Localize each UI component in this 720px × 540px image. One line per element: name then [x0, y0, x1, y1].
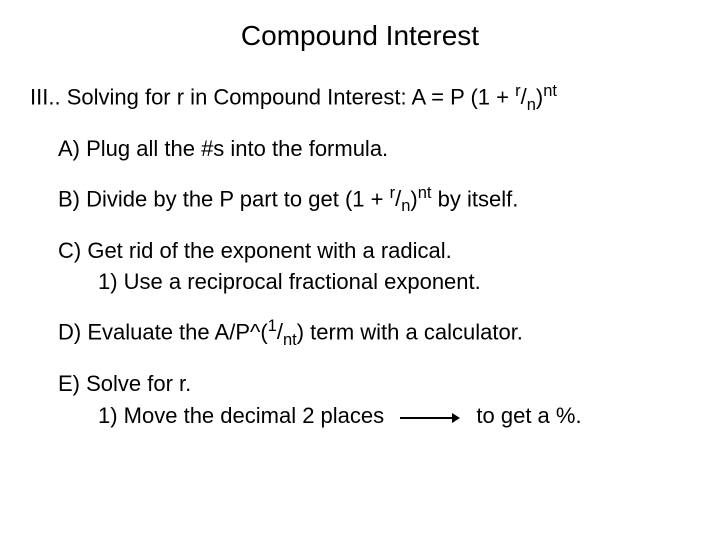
arrow-icon	[400, 402, 460, 432]
step-e1-prefix: 1) Move the decimal 2 places	[98, 403, 384, 428]
slide-content: Compound Interest III.. Solving for r in…	[0, 0, 720, 540]
step-d-prefix: D) Evaluate the A/P^(	[58, 319, 268, 344]
step-e1-suffix: to get a %.	[476, 403, 581, 428]
step-e1: 1) Move the decimal 2 places to get a %.	[30, 401, 690, 432]
step-d-suffix: ) term with a calculator.	[297, 319, 523, 344]
formula-r: r	[515, 82, 521, 100]
step-b-r: r	[390, 184, 396, 202]
formula-fraction: r/n	[515, 84, 536, 109]
formula-nt: nt	[543, 82, 557, 100]
step-b: B) Divide by the P part to get (1 + r/n)…	[30, 182, 690, 218]
step-b-close: )	[410, 186, 417, 211]
step-b-suffix: by itself.	[432, 186, 519, 211]
section-heading: III.. Solving for r in Compound Interest…	[30, 80, 690, 116]
step-b-nt: nt	[418, 184, 432, 202]
formula-n: n	[527, 96, 536, 114]
step-b-n: n	[401, 197, 410, 215]
step-d-1: 1	[268, 317, 277, 335]
step-c: C) Get rid of the exponent with a radica…	[30, 236, 690, 266]
arrow-svg	[400, 412, 460, 424]
section-heading-text: Solving for r in Compound Interest: A = …	[67, 84, 515, 109]
formula-slash: /	[521, 84, 527, 109]
step-d-nt: nt	[283, 331, 297, 349]
step-a: A) Plug all the #s into the formula.	[30, 134, 690, 164]
step-b-fraction: r/n	[390, 186, 411, 211]
step-d: D) Evaluate the A/P^(1/nt) term with a c…	[30, 315, 690, 351]
arrow-head	[452, 413, 460, 423]
step-c1: 1) Use a reciprocal fractional exponent.	[30, 267, 690, 297]
step-d-fraction: 1/nt	[268, 319, 297, 344]
step-e: E) Solve for r.	[30, 369, 690, 399]
step-b-prefix: B) Divide by the P part to get (1 +	[58, 186, 390, 211]
slide-title: Compound Interest	[30, 20, 690, 52]
section-numeral: III..	[30, 84, 61, 109]
